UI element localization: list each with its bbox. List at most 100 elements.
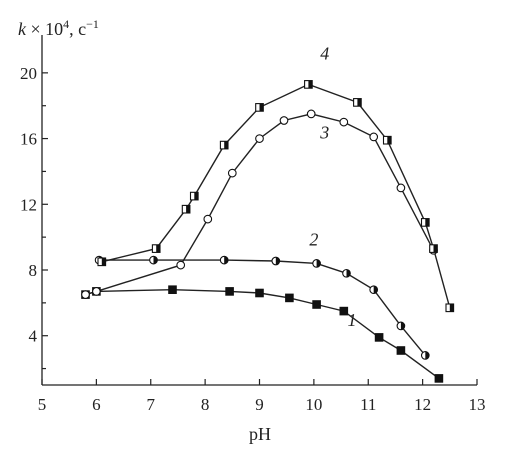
series-label-2: 2 — [309, 229, 318, 249]
x-tick-label: 6 — [92, 395, 101, 414]
y-axis-title: k × 104, c−1 — [18, 17, 99, 39]
marker-square-half-fill — [156, 244, 160, 253]
x-tick-label: 9 — [255, 395, 264, 414]
marker-square-half-fill — [194, 192, 199, 200]
data-point-4 — [219, 140, 229, 150]
y-tick-label: 4 — [29, 327, 38, 346]
marker-circle — [396, 183, 406, 193]
y-tick-label: 16 — [20, 130, 37, 149]
marker-square — [396, 346, 406, 355]
data-point-4 — [429, 244, 438, 253]
data-point-3 — [339, 117, 349, 127]
data-point-1 — [339, 306, 349, 316]
data-point-3 — [227, 168, 237, 178]
y-axis-title-factor: × 10 — [26, 19, 63, 39]
data-point-1 — [168, 285, 177, 295]
y-tick-label: 12 — [20, 195, 37, 214]
data-point-1 — [312, 300, 321, 309]
marker-square — [339, 306, 349, 316]
x-tick-label: 12 — [414, 395, 431, 414]
data-point-3 — [203, 214, 213, 224]
data-point-2 — [342, 268, 351, 278]
data-point-3 — [396, 183, 406, 193]
series-lines — [85, 83, 451, 379]
marker-square-half-fill — [357, 98, 362, 107]
series-line-4 — [101, 83, 451, 308]
data-point-1 — [396, 346, 406, 355]
marker-circle-half-fill — [425, 351, 430, 360]
marker-circle — [92, 287, 101, 296]
marker-circle — [203, 214, 213, 224]
marker-circle-half-fill — [400, 322, 405, 330]
data-point-2 — [149, 255, 158, 265]
marker-square — [255, 288, 264, 298]
data-point-2 — [369, 285, 379, 295]
x-tick-label: 8 — [201, 395, 210, 414]
marker-circle — [306, 109, 316, 119]
marker-square-half-fill — [449, 304, 454, 312]
data-point-4 — [382, 135, 392, 145]
data-point-3 — [81, 290, 90, 299]
y-tick-label: 8 — [29, 261, 38, 280]
x-tick-label: 11 — [360, 395, 376, 414]
marker-circle-half-fill — [275, 257, 280, 265]
data-point-3 — [92, 287, 101, 296]
marker-square-half-fill — [425, 218, 430, 227]
series-labels: 1 2 3 4 — [309, 44, 356, 330]
marker-square — [434, 374, 444, 383]
marker-square-half-fill — [259, 103, 264, 112]
marker-square — [225, 287, 234, 296]
data-point-1 — [374, 333, 384, 342]
data-point-3 — [255, 134, 264, 143]
data-point-3 — [306, 109, 316, 119]
marker-square-half-fill — [308, 80, 313, 89]
data-point-1 — [225, 287, 234, 296]
marker-square-half-fill — [186, 205, 190, 213]
data-point-4 — [420, 218, 430, 227]
markers — [81, 80, 455, 383]
marker-square — [285, 293, 294, 303]
data-point-1 — [434, 374, 444, 383]
y-axis-title-unit-exponent: −1 — [86, 17, 99, 31]
series-label-3: 3 — [319, 123, 329, 143]
data-point-4 — [353, 98, 362, 107]
series-line-3 — [85, 113, 435, 296]
marker-circle — [227, 168, 237, 178]
y-axis-title-unit: , c — [69, 19, 86, 39]
marker-circle — [81, 290, 90, 299]
series-label-4: 4 — [320, 44, 329, 64]
marker-square — [312, 300, 321, 309]
marker-square — [374, 333, 384, 342]
series-label-1: 1 — [347, 310, 356, 330]
data-point-1 — [255, 288, 264, 298]
marker-circle — [176, 260, 186, 270]
data-point-4 — [304, 80, 313, 89]
marker-square-half-fill — [101, 258, 106, 266]
x-tick-label: 10 — [305, 395, 322, 414]
data-point-1 — [285, 293, 294, 303]
data-point-3 — [369, 132, 379, 142]
marker-circle-half-fill — [224, 256, 228, 264]
data-point-4 — [255, 103, 264, 112]
data-point-4 — [189, 191, 199, 201]
y-axis-title-symbol: k — [18, 19, 27, 39]
data-point-2 — [396, 321, 406, 331]
marker-square — [168, 285, 177, 295]
data-point-4 — [97, 257, 107, 267]
marker-square-half-fill — [387, 136, 392, 144]
data-point-4 — [181, 204, 191, 214]
marker-circle — [369, 132, 379, 142]
data-point-2 — [271, 256, 281, 266]
marker-circle-half-fill — [373, 285, 378, 294]
x-tick-label: 13 — [469, 395, 486, 414]
marker-circle — [339, 117, 349, 127]
marker-circle-half-fill — [316, 259, 321, 268]
y-tick-label: 20 — [20, 64, 37, 83]
marker-square-half-fill — [433, 244, 438, 253]
marker-circle-half-fill — [153, 256, 158, 264]
marker-square-half-fill — [224, 141, 228, 149]
data-point-3 — [279, 116, 289, 125]
data-point-2 — [219, 255, 229, 265]
x-tick-label: 5 — [38, 395, 47, 414]
